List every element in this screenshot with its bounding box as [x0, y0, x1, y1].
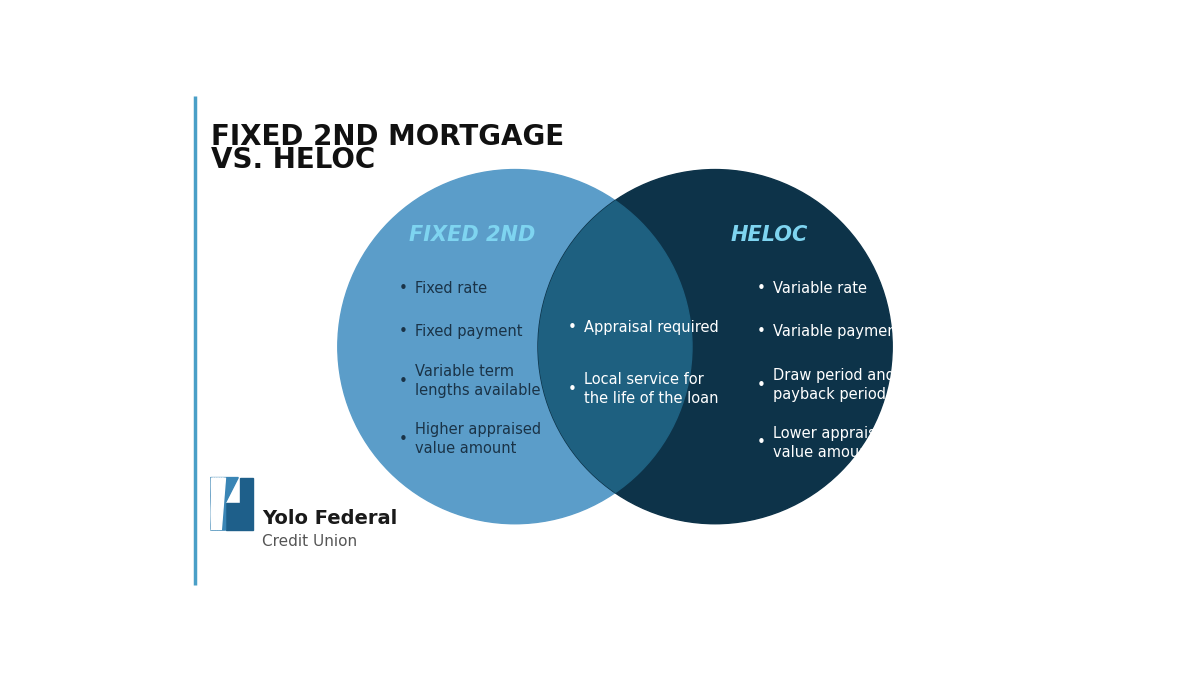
Polygon shape	[206, 477, 214, 530]
Text: VS. HELOC: VS. HELOC	[211, 146, 374, 174]
Text: Credit Union: Credit Union	[263, 534, 358, 549]
Text: •: •	[757, 377, 766, 393]
Text: •: •	[569, 320, 577, 335]
Text: Fixed rate: Fixed rate	[415, 281, 487, 296]
Text: •: •	[398, 281, 408, 296]
Circle shape	[338, 169, 692, 524]
Text: Variable rate: Variable rate	[773, 281, 866, 296]
Polygon shape	[211, 477, 239, 530]
Polygon shape	[226, 477, 253, 530]
Circle shape	[338, 169, 692, 524]
Text: •: •	[569, 381, 577, 396]
Polygon shape	[216, 477, 223, 530]
Polygon shape	[209, 477, 216, 530]
Polygon shape	[214, 477, 221, 530]
Text: Variable term
lengths available: Variable term lengths available	[415, 364, 540, 398]
Text: Variable payment: Variable payment	[773, 324, 902, 339]
Text: FIXED 2ND: FIXED 2ND	[409, 225, 535, 245]
Text: •: •	[398, 324, 408, 339]
Text: Local service for
the life of the loan: Local service for the life of the loan	[584, 372, 719, 406]
Text: Yolo Federal: Yolo Federal	[263, 509, 397, 528]
Polygon shape	[211, 477, 218, 530]
Text: Appraisal required: Appraisal required	[584, 320, 719, 335]
Text: •: •	[757, 324, 766, 339]
Circle shape	[538, 169, 893, 524]
Polygon shape	[218, 477, 226, 530]
Text: •: •	[757, 281, 766, 296]
Text: Draw period and
payback period: Draw period and payback period	[773, 368, 895, 402]
Text: •: •	[398, 431, 408, 447]
Text: Fixed payment: Fixed payment	[415, 324, 522, 339]
Text: Lower appraised
value amount: Lower appraised value amount	[773, 426, 894, 460]
Text: •: •	[398, 374, 408, 389]
Text: FIXED 2ND MORTGAGE: FIXED 2ND MORTGAGE	[211, 124, 564, 151]
Text: •: •	[757, 435, 766, 450]
Text: Higher appraised
value amount: Higher appraised value amount	[415, 422, 541, 456]
Text: HELOC: HELOC	[731, 225, 808, 245]
